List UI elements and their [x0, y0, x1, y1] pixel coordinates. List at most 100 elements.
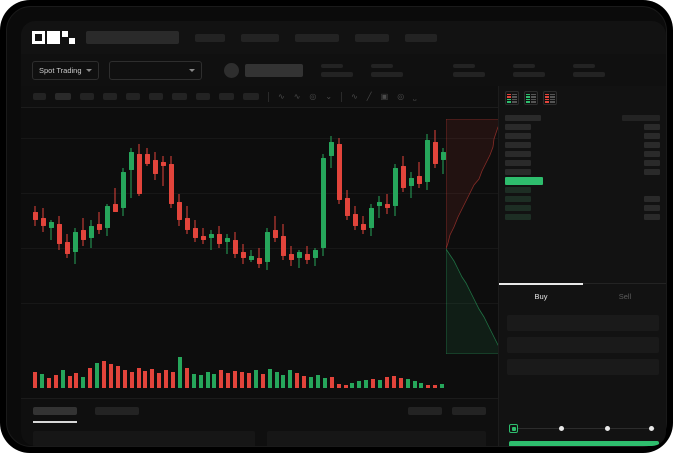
volume-bar	[46, 378, 51, 388]
order-book-rows	[499, 110, 666, 221]
tab-buy[interactable]: Buy	[499, 283, 583, 309]
orderbook-row-ask-1[interactable]	[499, 122, 666, 131]
candle	[344, 108, 350, 398]
price-field[interactable]	[507, 337, 659, 353]
slider-dot-25[interactable]	[559, 425, 564, 431]
orderbook-mode-bids-icon[interactable]	[524, 91, 538, 105]
interval-button-1m[interactable]	[33, 93, 46, 100]
okx-logo[interactable]	[32, 31, 75, 44]
interval-button-30m[interactable]	[103, 93, 117, 100]
volume-bar	[412, 381, 417, 388]
slider-handle[interactable]	[509, 424, 518, 433]
candle	[352, 108, 358, 398]
volume-bar	[74, 373, 79, 388]
orderbook-row-ask-3[interactable]	[499, 140, 666, 149]
interval-button-1w[interactable]	[196, 93, 210, 100]
volume-bar	[219, 370, 224, 388]
interval-button-4h[interactable]	[149, 93, 163, 100]
candle	[272, 108, 278, 398]
market-type-select[interactable]: Spot Trading	[32, 60, 99, 80]
candle	[440, 108, 446, 398]
nav-item-derivatives[interactable]	[295, 33, 339, 42]
fullscreen-icon[interactable]: ⎵	[413, 91, 417, 101]
orderbook-mode-both-icon[interactable]	[505, 91, 519, 105]
alert-icon[interactable]: ◎	[309, 91, 317, 101]
candle	[32, 108, 38, 398]
orderbook-row-ask-6[interactable]	[499, 167, 666, 176]
orderbook-row-ask-5[interactable]	[499, 158, 666, 167]
orderbook-row-ask-4[interactable]	[499, 149, 666, 158]
nav-item-earn[interactable]	[355, 33, 389, 42]
volume-bar	[343, 385, 348, 388]
trading-pair-select[interactable]	[108, 60, 202, 80]
orderbook-row-ask-2[interactable]	[499, 131, 666, 140]
bottom-action-1[interactable]	[408, 407, 442, 415]
tab-buy-label: Buy	[534, 292, 548, 301]
volume-bar	[309, 377, 313, 388]
interval-button-1d[interactable]	[172, 93, 187, 100]
order-type-field[interactable]	[507, 315, 659, 331]
orderbook-row-bid-1[interactable]	[499, 185, 666, 194]
search-input[interactable]	[86, 31, 179, 44]
volume-bar	[122, 370, 127, 388]
orderbook-row-bid-2[interactable]	[499, 194, 666, 203]
candle	[312, 108, 318, 398]
volume-bar	[295, 373, 300, 388]
volume-bar	[143, 371, 148, 388]
candle	[152, 108, 158, 398]
amount-percent-slider[interactable]	[509, 423, 659, 435]
volume-histogram	[21, 346, 498, 396]
nav-item-more[interactable]	[405, 33, 437, 42]
tab-sell[interactable]: Sell	[583, 284, 666, 309]
candle	[360, 108, 366, 398]
slider-dot-50[interactable]	[605, 425, 610, 431]
candle	[320, 108, 326, 398]
volume-bar	[391, 376, 396, 388]
camera-icon[interactable]: ▣	[380, 91, 389, 101]
candle	[432, 108, 438, 398]
bottom-action-2[interactable]	[452, 407, 486, 415]
orderbook-current-price[interactable]	[499, 176, 666, 185]
volume-bar	[108, 364, 113, 388]
indicator-icon[interactable]: ∿	[278, 91, 285, 101]
line-chart-icon[interactable]: ∿	[351, 91, 358, 101]
volume-bar	[88, 368, 93, 388]
volume-bar	[329, 377, 334, 388]
interval-button-1m-month[interactable]	[219, 93, 234, 100]
candle	[384, 108, 390, 398]
nav-item-markets[interactable]	[195, 33, 225, 42]
candle	[64, 108, 70, 398]
candle	[160, 108, 166, 398]
settings-icon[interactable]: ◎	[397, 91, 405, 101]
device-bezel: Spot Trading	[6, 6, 667, 447]
volume-bar	[102, 361, 106, 388]
interval-button-1h[interactable]	[126, 93, 140, 100]
orderbook-row-bid-3[interactable]	[499, 203, 666, 212]
stat-low	[512, 63, 545, 77]
volume-bar	[115, 366, 120, 388]
place-order-button[interactable]	[509, 441, 659, 446]
volume-bar	[164, 370, 169, 388]
volume-bar	[39, 374, 44, 388]
chevron-down-icon[interactable]: ⌄	[325, 91, 333, 101]
bottom-tab-active-underline	[33, 421, 77, 423]
bottom-tab-order-history[interactable]	[95, 407, 139, 415]
interval-button-more[interactable]	[243, 93, 259, 100]
interval-button-5m[interactable]	[55, 93, 71, 100]
nav-item-trade[interactable]	[241, 33, 279, 42]
orderbook-mode-asks-icon[interactable]	[543, 91, 557, 105]
amount-field[interactable]	[507, 359, 659, 375]
volume-bar	[433, 385, 438, 388]
ruler-icon[interactable]: ╱	[366, 91, 372, 101]
order-book-header-row	[499, 113, 666, 122]
volume-bar	[191, 374, 196, 388]
interval-button-15m[interactable]	[80, 93, 94, 100]
gridline	[21, 138, 498, 139]
orderbook-row-bid-4[interactable]	[499, 212, 666, 221]
slider-dot-75[interactable]	[649, 425, 654, 431]
compare-icon[interactable]: ∿	[293, 91, 301, 101]
bottom-tab-open-orders[interactable]	[33, 407, 77, 415]
candlestick-chart[interactable]	[21, 108, 498, 398]
candle	[192, 108, 198, 398]
